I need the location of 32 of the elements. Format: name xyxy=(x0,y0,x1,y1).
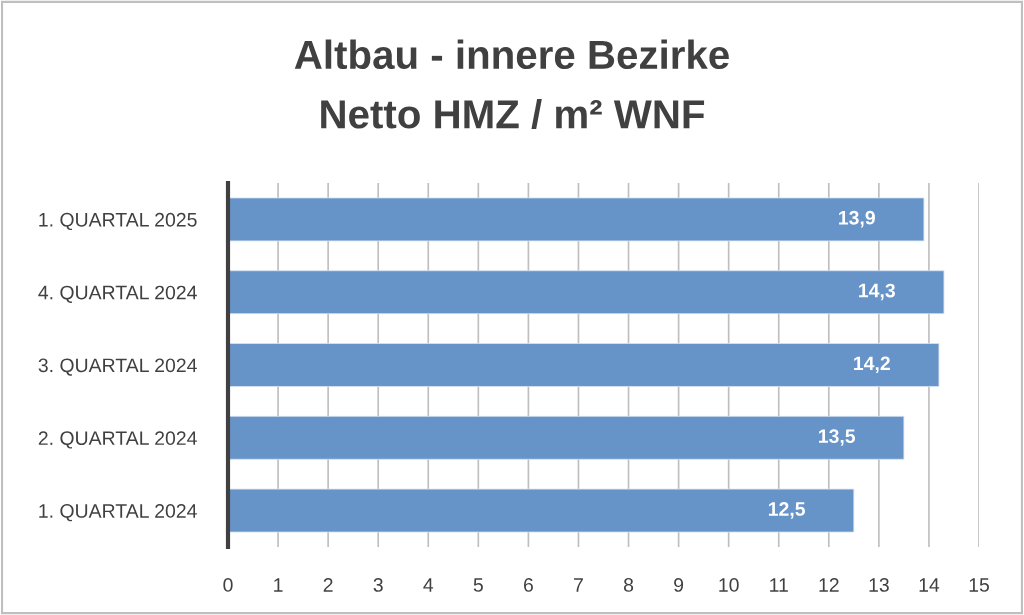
bar xyxy=(228,343,940,387)
y-tick-label: 2. QUARTAL 2024 xyxy=(38,431,197,449)
y-tick-label: 3. QUARTAL 2024 xyxy=(38,358,197,376)
x-tick-label: 2 xyxy=(323,578,333,592)
bar xyxy=(228,270,945,315)
y-tick-label: 4. QUARTAL 2024 xyxy=(38,285,197,303)
bar xyxy=(228,415,905,460)
data-label: 14,2 xyxy=(854,356,890,374)
x-tick-label: 11 xyxy=(770,578,788,592)
y-tick-label: 1. QUARTAL 2024 xyxy=(39,504,197,522)
chart-title: Altbau - innere Bezirke Netto HMZ / m² WNF xyxy=(294,39,729,129)
x-tick-label: 0 xyxy=(223,578,233,592)
y-tick-label: 1. QUARTAL 2025 xyxy=(39,212,197,231)
x-tick-label: 14 xyxy=(919,578,940,592)
data-label: 13,9 xyxy=(839,210,875,228)
x-tick-label: 3 xyxy=(373,578,383,592)
data-label: 12,5 xyxy=(768,502,806,519)
bar xyxy=(228,488,855,533)
x-tick-label: 12 xyxy=(819,578,839,592)
x-tick-label: 6 xyxy=(523,578,533,592)
x-tick-label: 1 xyxy=(274,578,283,592)
x-tick-label: 4 xyxy=(423,578,434,592)
x-tick-label: 10 xyxy=(719,578,739,592)
x-tick-label: 9 xyxy=(674,578,684,592)
x-tick-label: 8 xyxy=(623,578,634,592)
data-label: 14,3 xyxy=(859,283,895,301)
x-tick-label: 13 xyxy=(869,578,889,592)
x-tick-label: 5 xyxy=(473,578,483,592)
data-label: 13,5 xyxy=(819,429,856,446)
bar xyxy=(228,197,925,242)
x-tick-label: 7 xyxy=(574,578,583,592)
x-tick-label: 15 xyxy=(969,578,989,592)
